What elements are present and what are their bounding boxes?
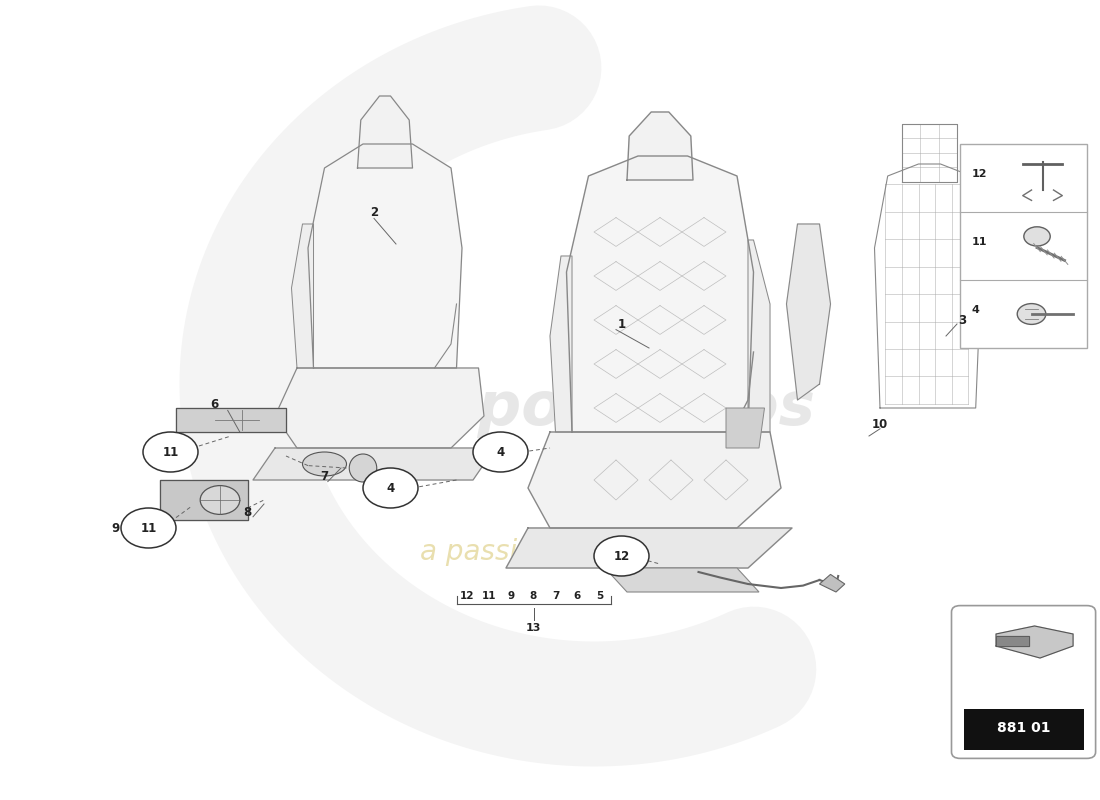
Ellipse shape [302,452,346,476]
Text: 11: 11 [163,446,178,458]
Polygon shape [997,626,1072,658]
Circle shape [121,508,176,548]
Bar [964,709,1084,750]
Polygon shape [786,224,830,400]
Polygon shape [292,224,313,368]
Text: 7: 7 [552,591,559,601]
Text: 9: 9 [508,591,515,601]
Circle shape [200,486,240,514]
Text: 6: 6 [574,591,581,601]
Text: 12: 12 [614,550,629,562]
Text: 12: 12 [460,591,475,601]
Polygon shape [528,432,781,528]
Text: 3: 3 [958,314,967,326]
Text: 1: 1 [617,318,626,330]
Text: 11: 11 [141,522,156,534]
Polygon shape [627,112,693,180]
Circle shape [143,432,198,472]
Circle shape [1024,227,1050,246]
Text: 5: 5 [596,591,603,601]
Polygon shape [160,480,248,520]
Text: 881 01: 881 01 [997,721,1050,735]
Text: 8: 8 [243,506,252,518]
Circle shape [473,432,528,472]
FancyBboxPatch shape [952,606,1096,758]
Text: a passion for parts: a passion for parts [420,538,680,566]
Text: 4: 4 [971,305,979,315]
Circle shape [1018,304,1046,325]
Circle shape [594,536,649,576]
Polygon shape [275,368,484,448]
FancyBboxPatch shape [960,144,1087,348]
Text: 11: 11 [971,237,987,247]
Polygon shape [253,448,495,480]
Text: 7: 7 [320,470,329,482]
Text: 2: 2 [370,206,378,218]
Polygon shape [506,528,792,568]
Text: 10: 10 [872,418,888,430]
Polygon shape [176,408,286,432]
Polygon shape [605,568,759,592]
Polygon shape [550,256,572,432]
Text: eurosportautos: eurosportautos [285,378,815,438]
Circle shape [363,468,418,508]
Text: 12: 12 [971,169,987,179]
Text: 6: 6 [210,398,219,410]
Polygon shape [820,574,845,592]
Text: 8: 8 [530,591,537,601]
Polygon shape [726,408,764,448]
Polygon shape [748,240,770,432]
Polygon shape [997,637,1030,646]
Polygon shape [566,156,754,432]
Text: 9: 9 [111,522,120,534]
Text: 13: 13 [526,623,541,633]
Polygon shape [358,96,412,168]
Polygon shape [308,144,462,368]
Text: 11: 11 [482,591,497,601]
Ellipse shape [350,454,376,482]
Text: 4: 4 [496,446,505,458]
Text: 4: 4 [386,482,395,494]
